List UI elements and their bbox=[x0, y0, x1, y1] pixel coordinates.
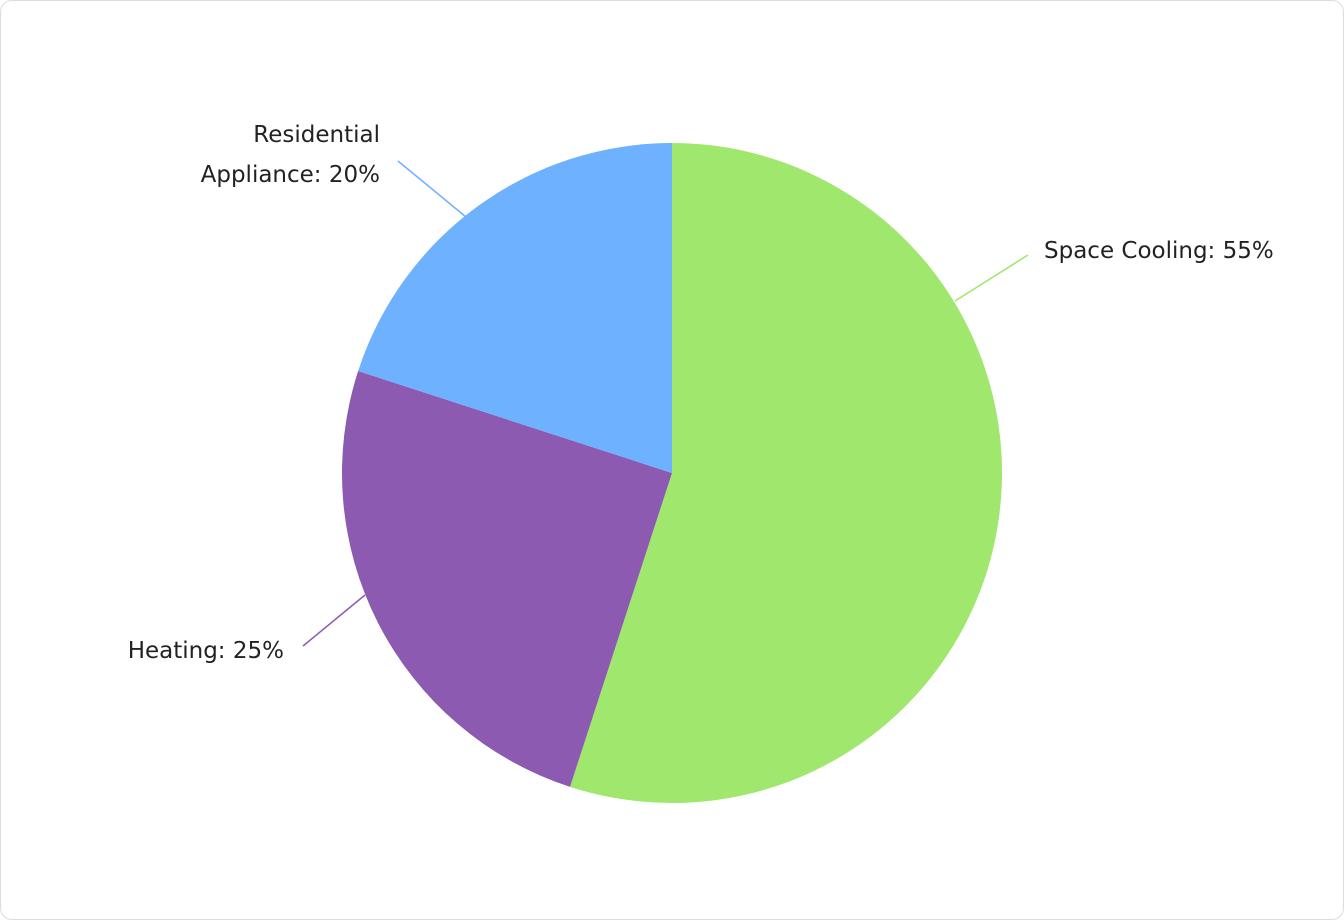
slice-label-residential-appliance: Residential Appliance: 20% bbox=[201, 122, 380, 188]
leader-line-space-cooling bbox=[954, 254, 1029, 302]
leader-line-heating bbox=[302, 594, 366, 647]
slice-space-cooling bbox=[570, 143, 1003, 804]
leader-lines bbox=[302, 160, 1029, 647]
slice-residential-appliance bbox=[358, 143, 672, 473]
leader-line-residential-appliance bbox=[397, 160, 467, 218]
pie-slices bbox=[342, 143, 1003, 804]
slice-heating bbox=[342, 371, 672, 787]
slice-label-heating: Heating: 25% bbox=[128, 638, 284, 664]
slice-label-space-cooling: Space Cooling: 55% bbox=[1044, 238, 1274, 264]
slice-labels: Space Cooling: 55% Heating: 25% Residentia… bbox=[128, 122, 1274, 664]
